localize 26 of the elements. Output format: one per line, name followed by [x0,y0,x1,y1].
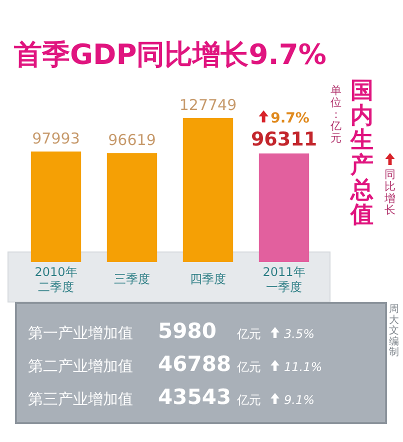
text: 第二产业增加值 [28,357,133,375]
text: 5980 [158,319,216,343]
annotation: 9.7% [270,110,310,126]
data-label: 97993 [32,130,80,148]
x-tick-label: 四季度 [190,272,226,286]
x-tick-label: 2010年二季度 [34,265,78,294]
text: 11.1% [284,360,322,374]
data-label: 96311 [250,128,318,150]
text: 9.1% [284,393,314,407]
text: 亿元 [236,393,261,407]
chart-title: 首季GDP同比增长9.7% [13,38,326,71]
x-tick-label: 2011年一季度 [262,265,306,294]
text: 43543 [158,385,232,409]
data-label: 127749 [179,96,237,114]
text: 第一产业增加值 [28,324,133,342]
text: 国内生产总值 [350,78,374,228]
text: 亿元 [236,360,261,374]
data-label: 96619 [108,131,156,150]
text: 周大文编制 [389,304,399,358]
text: 46788 [158,352,232,376]
text: 3.5% [284,327,314,341]
text: 单位：亿元 [330,84,342,145]
text: 同比增长 [384,168,396,217]
x-tick-label: 三季度 [114,272,150,286]
text: 亿元 [236,327,261,341]
text: 第三产业增加值 [28,390,133,408]
